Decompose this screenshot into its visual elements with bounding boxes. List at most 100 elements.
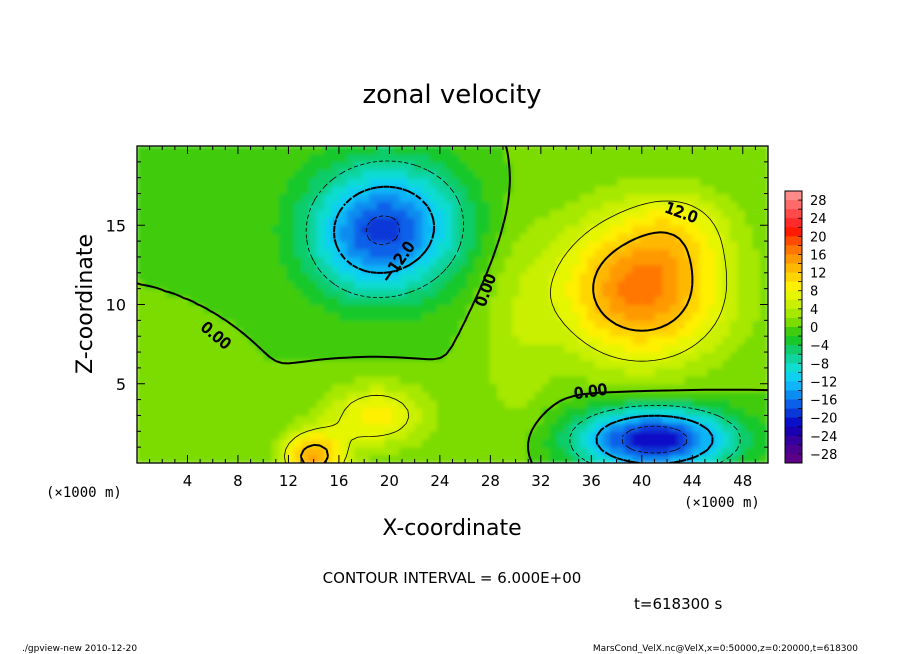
field-cell	[699, 391, 709, 401]
field-cell	[226, 153, 236, 163]
field-cell	[316, 335, 326, 345]
field-cell	[759, 216, 768, 226]
field-cell	[436, 248, 446, 258]
field-cell	[669, 224, 679, 234]
field-cell	[707, 446, 716, 456]
field-cell	[744, 430, 754, 440]
field-cell	[137, 304, 146, 313]
field-cell	[602, 335, 611, 345]
field-cell	[376, 343, 386, 353]
field-cell	[519, 280, 529, 290]
field-cell	[729, 256, 739, 266]
field-cell	[137, 399, 146, 409]
field-cell	[557, 288, 566, 298]
field-cell	[452, 177, 461, 187]
field-cell	[339, 161, 348, 171]
x-tick-label: 28	[481, 472, 500, 490]
colorbar-swatch	[785, 191, 802, 201]
field-cell	[234, 280, 243, 290]
field-cell	[249, 216, 258, 226]
field-cell	[429, 343, 438, 353]
field-cell	[504, 240, 514, 250]
field-cell	[737, 375, 746, 385]
field-cell	[684, 375, 694, 385]
field-cell	[151, 422, 161, 432]
field-cell	[174, 335, 183, 345]
field-cell	[452, 153, 461, 163]
field-cell	[482, 430, 491, 440]
field-cell	[324, 193, 333, 202]
field-cell	[482, 367, 491, 377]
field-cell	[692, 438, 701, 448]
field-cell	[759, 335, 768, 345]
field-cell	[294, 288, 303, 298]
field-cell	[151, 264, 161, 274]
field-cell	[384, 161, 393, 171]
field-cell	[391, 399, 401, 409]
field-cell	[234, 311, 243, 321]
field-cell	[339, 438, 348, 448]
field-cell	[534, 359, 544, 369]
field-cell	[624, 208, 634, 218]
field-cell	[452, 454, 461, 463]
field-cell	[421, 208, 431, 218]
field-cell	[617, 200, 626, 210]
field-cell	[354, 256, 363, 266]
field-cell	[452, 208, 461, 218]
field-cell	[452, 391, 461, 401]
field-cell	[324, 399, 333, 409]
field-cell	[654, 367, 664, 377]
field-cell	[752, 391, 761, 401]
field-cell	[699, 240, 709, 250]
field-cell	[181, 414, 191, 424]
field-cell	[249, 343, 258, 353]
field-cell	[557, 264, 566, 274]
field-cell	[504, 359, 514, 369]
field-cell	[346, 169, 356, 179]
field-cell	[744, 438, 754, 448]
field-cell	[436, 264, 446, 274]
field-cell	[632, 161, 641, 171]
field-cell	[617, 311, 626, 321]
field-cell	[369, 256, 378, 266]
field-cell	[361, 296, 371, 305]
field-cell	[414, 256, 423, 266]
field-cell	[579, 185, 589, 195]
field-cell	[279, 146, 288, 155]
field-cell	[489, 454, 499, 463]
field-cell	[339, 319, 348, 329]
field-cell	[587, 153, 596, 163]
footer-right: MarsCond_VelX.nc@VelX,x=0:50000,z=0:2000…	[593, 644, 858, 654]
field-cell	[707, 240, 716, 250]
field-cell	[669, 304, 679, 313]
field-cell	[617, 351, 626, 361]
field-cell	[369, 430, 378, 440]
field-cell	[624, 185, 634, 195]
field-cell	[399, 296, 408, 305]
field-cell	[444, 454, 453, 463]
field-cell	[489, 288, 499, 298]
field-cell	[467, 454, 476, 463]
field-cell	[226, 256, 236, 266]
field-cell	[452, 169, 461, 179]
field-cell	[249, 169, 258, 179]
field-cell	[632, 319, 641, 329]
field-cell	[181, 224, 191, 234]
field-cell	[467, 232, 476, 242]
field-cell	[174, 414, 183, 424]
field-cell	[241, 256, 251, 266]
field-cell	[436, 327, 446, 337]
field-cell	[542, 161, 551, 171]
field-cell	[594, 208, 604, 218]
field-cell	[549, 153, 559, 163]
field-cell	[316, 232, 326, 242]
field-cell	[339, 414, 348, 424]
field-cell	[354, 454, 363, 463]
field-cell	[677, 288, 686, 298]
field-cell	[639, 153, 649, 163]
field-cell	[151, 193, 161, 202]
field-cell	[309, 399, 318, 409]
field-cell	[346, 185, 356, 195]
field-cell	[669, 311, 679, 321]
field-cell	[421, 264, 431, 274]
